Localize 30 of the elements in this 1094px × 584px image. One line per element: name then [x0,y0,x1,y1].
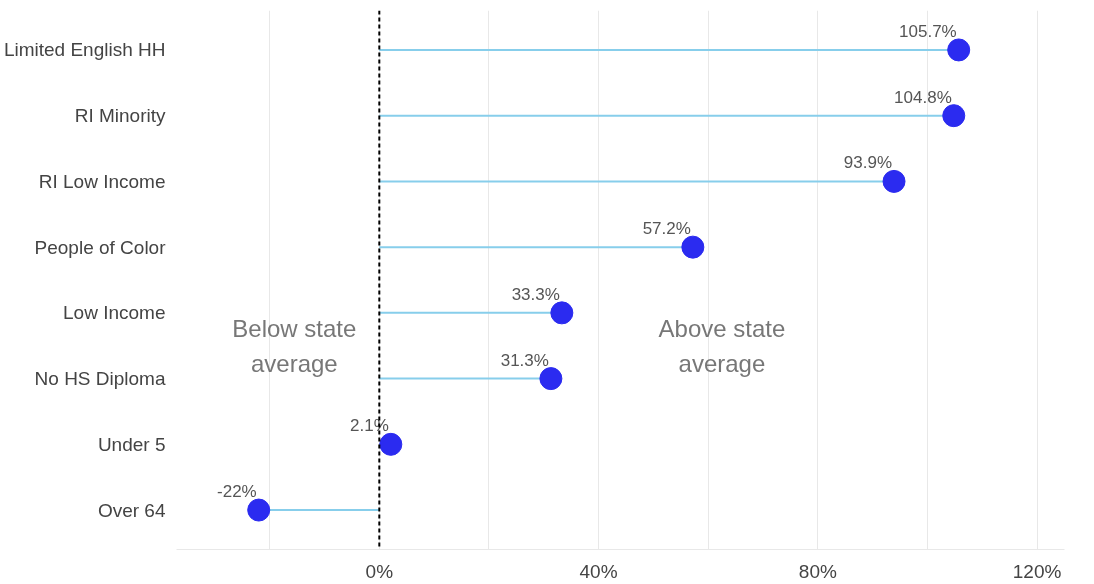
y-tick-label: Low Income [63,302,166,324]
y-tick-label: Over 64 [97,499,166,521]
data-label: 33.3% [511,284,560,304]
point [539,367,563,391]
x-tick-label: 80% [798,560,837,582]
y-tick-label: No HS Diploma [34,368,166,390]
point [942,104,966,128]
y-tick-label: Limited English HH [3,39,166,61]
annotation: Above state average [658,314,786,377]
data-label: 105.7% [899,21,957,41]
x-tick-label: 0% [365,560,394,582]
point [947,38,971,62]
y-tick-label: Under 5 [97,433,166,455]
y-tick-label: People of Color [34,236,167,258]
data-label: 57.2% [642,219,691,239]
x-tick-label: 40% [579,560,618,582]
data-label: 2.1% [350,416,389,436]
point [247,498,271,522]
data-label: 104.8% [894,87,952,107]
data-label: -22% [217,482,257,502]
data-label: 93.9% [843,153,893,173]
y-tick-label: RI Minority [74,105,166,127]
point [379,432,403,456]
y-tick-label: RI Low Income [38,170,166,192]
data-label: 31.3% [500,350,549,370]
point [681,235,705,259]
point [882,169,906,193]
annotation: Below state average [232,314,357,377]
x-tick-label: 120% [1012,560,1062,582]
point [550,301,574,325]
